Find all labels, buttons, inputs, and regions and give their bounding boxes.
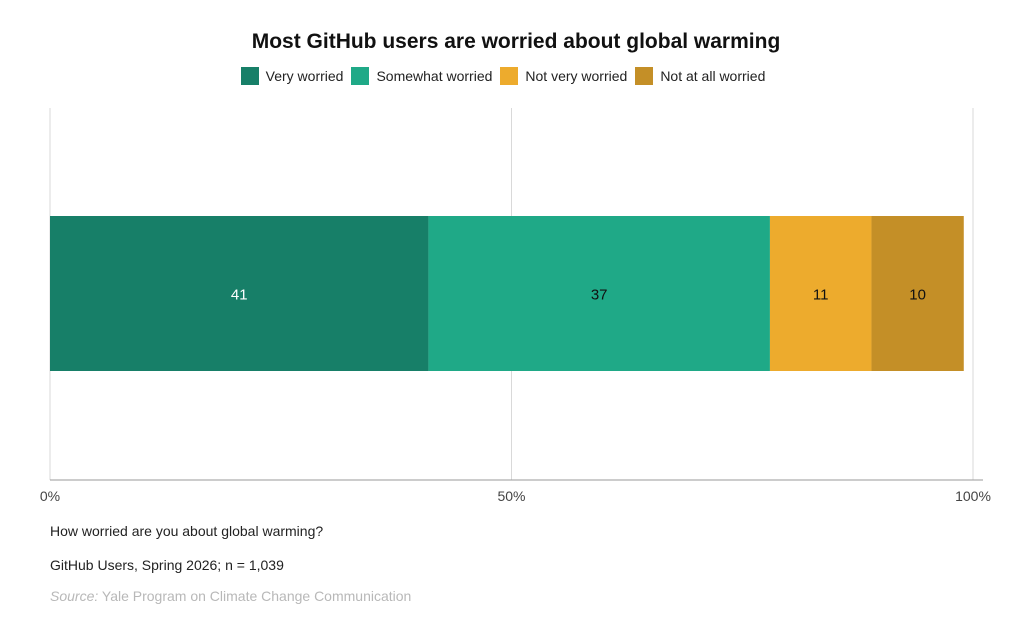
data-label-0: 41 bbox=[231, 287, 248, 304]
bar-segment-3 bbox=[871, 216, 964, 371]
source-label: Source: bbox=[50, 588, 99, 604]
data-label-2: 11 bbox=[813, 287, 829, 304]
legend-label-not-at-all-worried: Not at all worried bbox=[660, 68, 766, 84]
legend-label-very-worried: Very worried bbox=[265, 68, 344, 84]
legend-swatch-very-worried bbox=[240, 67, 259, 85]
legend-item-not-at-all-worried: Not at all worried bbox=[635, 67, 765, 85]
data-label-1: 37 bbox=[591, 287, 608, 304]
x-tick-label-2: 100% bbox=[955, 488, 991, 504]
legend-label-not-very-worried: Not very worried bbox=[525, 68, 628, 84]
bar-segment-1 bbox=[428, 216, 770, 371]
data-label-3: 10 bbox=[909, 287, 926, 304]
x-tick-label-1: 50% bbox=[497, 488, 525, 504]
bar-segment-0 bbox=[50, 216, 429, 371]
x-tick-label-0: 0% bbox=[40, 488, 60, 504]
legend-item-somewhat-worried: Somewhat worried bbox=[351, 67, 492, 85]
legend: Very worried Somewhat worried Not very w… bbox=[0, 67, 1006, 85]
legend-swatch-somewhat-worried bbox=[351, 67, 370, 85]
legend-label-somewhat-worried: Somewhat worried bbox=[376, 68, 493, 84]
source-text: Yale Program on Climate Change Communica… bbox=[101, 588, 412, 604]
source-line: Source: Yale Program on Climate Change C… bbox=[50, 588, 411, 604]
bar-segment-2 bbox=[769, 216, 872, 371]
legend-swatch-not-very-worried bbox=[500, 67, 519, 85]
chart-title: Most GitHub users are worried about glob… bbox=[251, 30, 781, 53]
legend-swatch-not-at-all-worried bbox=[635, 67, 654, 85]
sample-info: GitHub Users, Spring 2026; n = 1,039 bbox=[50, 557, 284, 573]
legend-item-very-worried: Very worried bbox=[240, 67, 344, 85]
legend-item-not-very-worried: Not very worried bbox=[500, 67, 627, 85]
survey-question: How worried are you about global warming… bbox=[50, 523, 324, 539]
